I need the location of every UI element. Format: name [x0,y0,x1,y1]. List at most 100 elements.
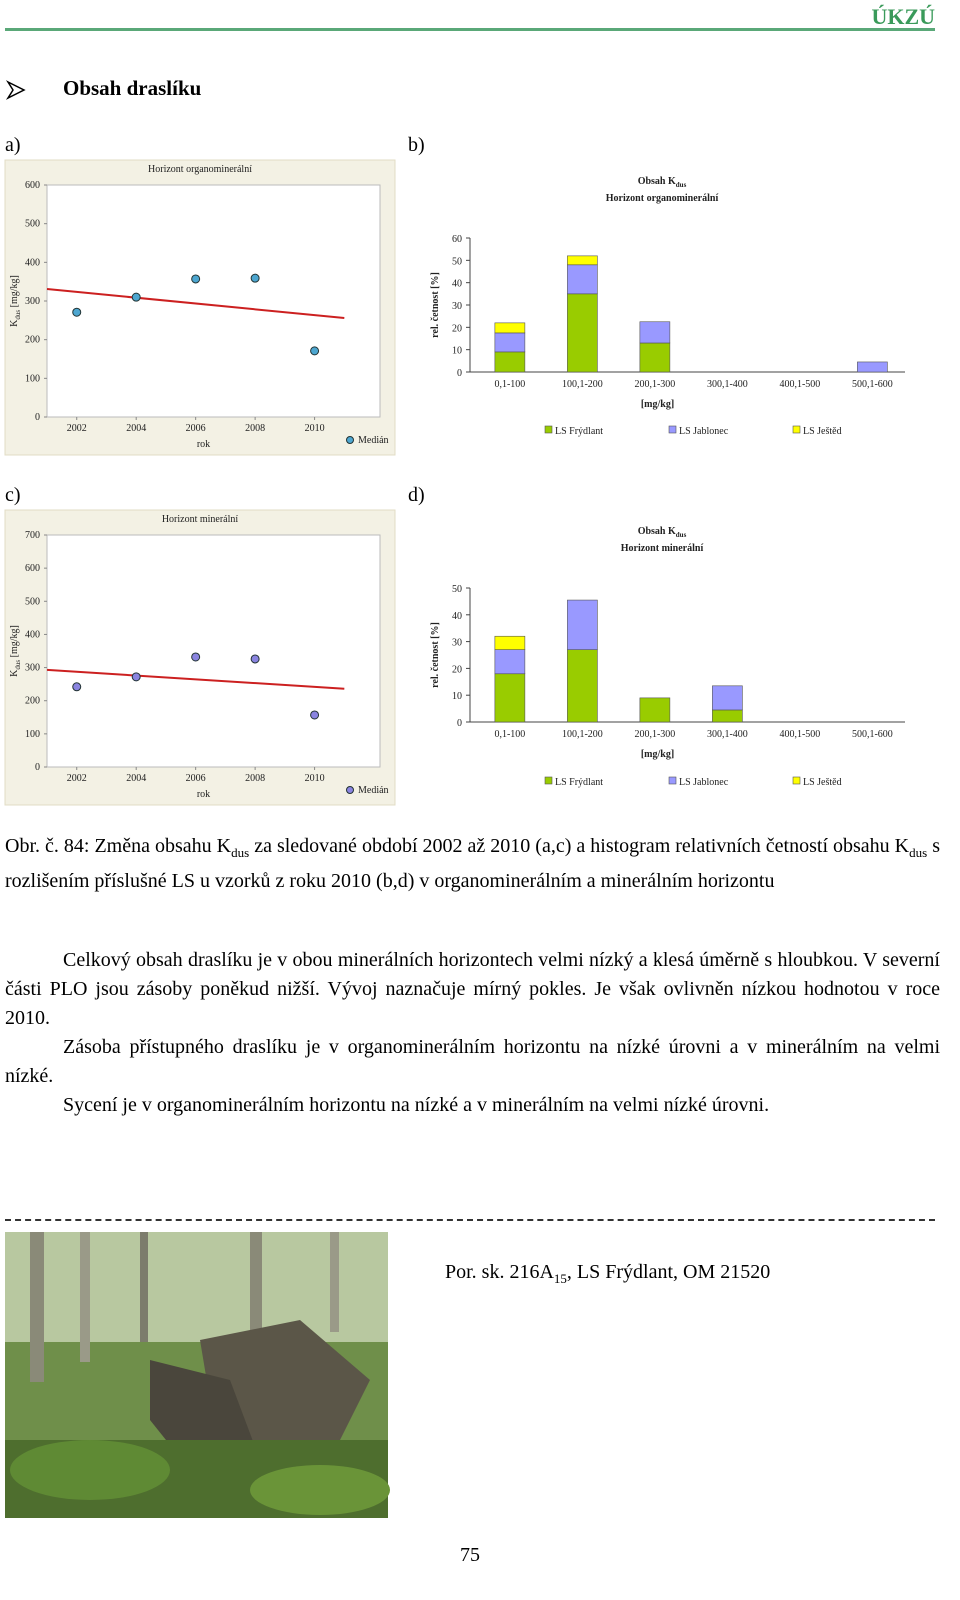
chart-title-part: Obsah K [638,526,676,537]
y-tick-label: 0 [457,718,462,729]
x-tick-label: 2010 [305,773,325,784]
y-tick-label: 0 [35,762,40,773]
legend-swatch [668,776,677,785]
data-point [250,654,260,664]
x-tick-label: 200,1-300 [634,729,675,740]
plot-area [46,534,381,768]
x-axis-label: [mg/kg] [641,749,674,760]
legend-swatch [544,776,553,785]
legend-label: LS Frýdlant [555,777,603,788]
data-point [72,682,82,692]
y-axis-label-part: K [9,319,20,327]
x-tick-label: 300,1-400 [707,729,748,740]
panel-label: b) [408,134,425,156]
caption-sub: dus [231,845,250,860]
chart-subtitle: Horizont organominerální [606,193,719,204]
data-point [72,307,82,317]
photo-caption-text: , LS Frýdlant, OM 21520 [566,1261,771,1283]
page-number: 75 [460,1544,480,1566]
y-tick-label: 200 [25,696,40,707]
y-tick-label: 20 [452,664,462,675]
chart-title: Horizont organominerální [148,164,252,175]
panel-label: c) [5,484,21,506]
bar-segment [567,264,598,295]
figure-caption: Obr. č. 84: Změna obsahu Kdus za sledova… [5,832,940,896]
y-tick-label: 300 [25,296,40,307]
photo [5,1232,390,1518]
y-tick-label: 50 [452,256,462,267]
x-tick-label: 100,1-200 [562,729,603,740]
y-tick-label: 40 [452,611,462,622]
x-tick-label: 0,1-100 [494,379,525,390]
x-axis-label: rok [197,789,210,800]
legend-swatch [792,425,801,434]
legend-marker [346,436,354,444]
y-axis-label-part: K [9,669,20,677]
legend-label: LS Ještěd [803,426,842,437]
chart-title-part: dus [676,531,687,539]
y-tick-label: 40 [452,279,462,290]
bar-segment [494,673,526,723]
y-axis-label-part: dus [14,660,22,670]
y-axis-label-part: dus [14,310,22,320]
chart-title-part: dus [676,181,687,189]
trend-line [46,288,345,320]
separator [5,1219,935,1221]
data-point [191,274,201,284]
panel-label: d) [408,484,425,506]
y-axis-label: rel. četnost [%] [430,272,441,338]
data-point [310,710,320,720]
header-org: ÚKZÚ [871,4,935,29]
chart-title: Horizont minerální [162,514,239,525]
legend-label: LS Jablonec [679,426,729,437]
y-tick-label: 30 [452,301,462,312]
y-axis-label-part: [mg/kg] [9,625,20,660]
panel-label: a) [5,134,21,156]
bar-segment [494,649,526,675]
y-tick-label: 400 [25,257,40,268]
y-axis-label: rel. četnost [%] [430,622,441,688]
chart-title: Obsah Kdus [638,526,687,539]
x-tick-label: 2006 [186,423,206,434]
y-tick-label: 10 [452,691,462,702]
photo-caption-sub: 15 [553,1271,567,1286]
paragraph: Zásoba přístupného draslíku je v organom… [5,1036,940,1087]
header-rule [5,28,935,31]
x-tick-label: 2004 [126,773,146,784]
caption-text: Obr. č. 84: Změna obsahu K [5,835,232,857]
bar-segment [567,255,598,266]
y-tick-label: 0 [35,412,40,423]
caption-sub: dus [909,845,928,860]
bullet-arrow [5,80,26,100]
x-tick-label: 100,1-200 [562,379,603,390]
x-tick-label: 2002 [67,423,87,434]
photo-caption: Por. sk. 216A15, LS Frýdlant, OM 21520 [445,1261,770,1287]
data-point [131,292,141,302]
trend-line [46,668,345,690]
x-tick-label: 2008 [245,423,265,434]
y-tick-label: 400 [25,629,40,640]
chart-title: Obsah Kdus [638,176,687,189]
y-tick-label: 300 [25,663,40,674]
section-title: Obsah draslíku [63,76,202,100]
legend-marker [346,786,354,794]
data-point [250,273,260,283]
legend-swatch [544,425,553,434]
chart-title-part: Obsah K [638,176,676,187]
y-tick-label: 200 [25,335,40,346]
x-axis-label: rok [197,439,210,450]
y-tick-label: 30 [452,638,462,649]
bar-segment [712,685,743,711]
bar-segment [712,709,743,723]
x-tick-label: 400,1-500 [779,729,820,740]
data-point [131,672,141,682]
x-tick-label: 2002 [67,773,87,784]
x-tick-label: 400,1-500 [779,379,820,390]
y-tick-label: 20 [452,323,462,334]
bar-segment [567,293,598,373]
x-tick-label: 300,1-400 [707,379,748,390]
bar-segment [494,322,526,334]
y-tick-label: 50 [452,584,462,595]
